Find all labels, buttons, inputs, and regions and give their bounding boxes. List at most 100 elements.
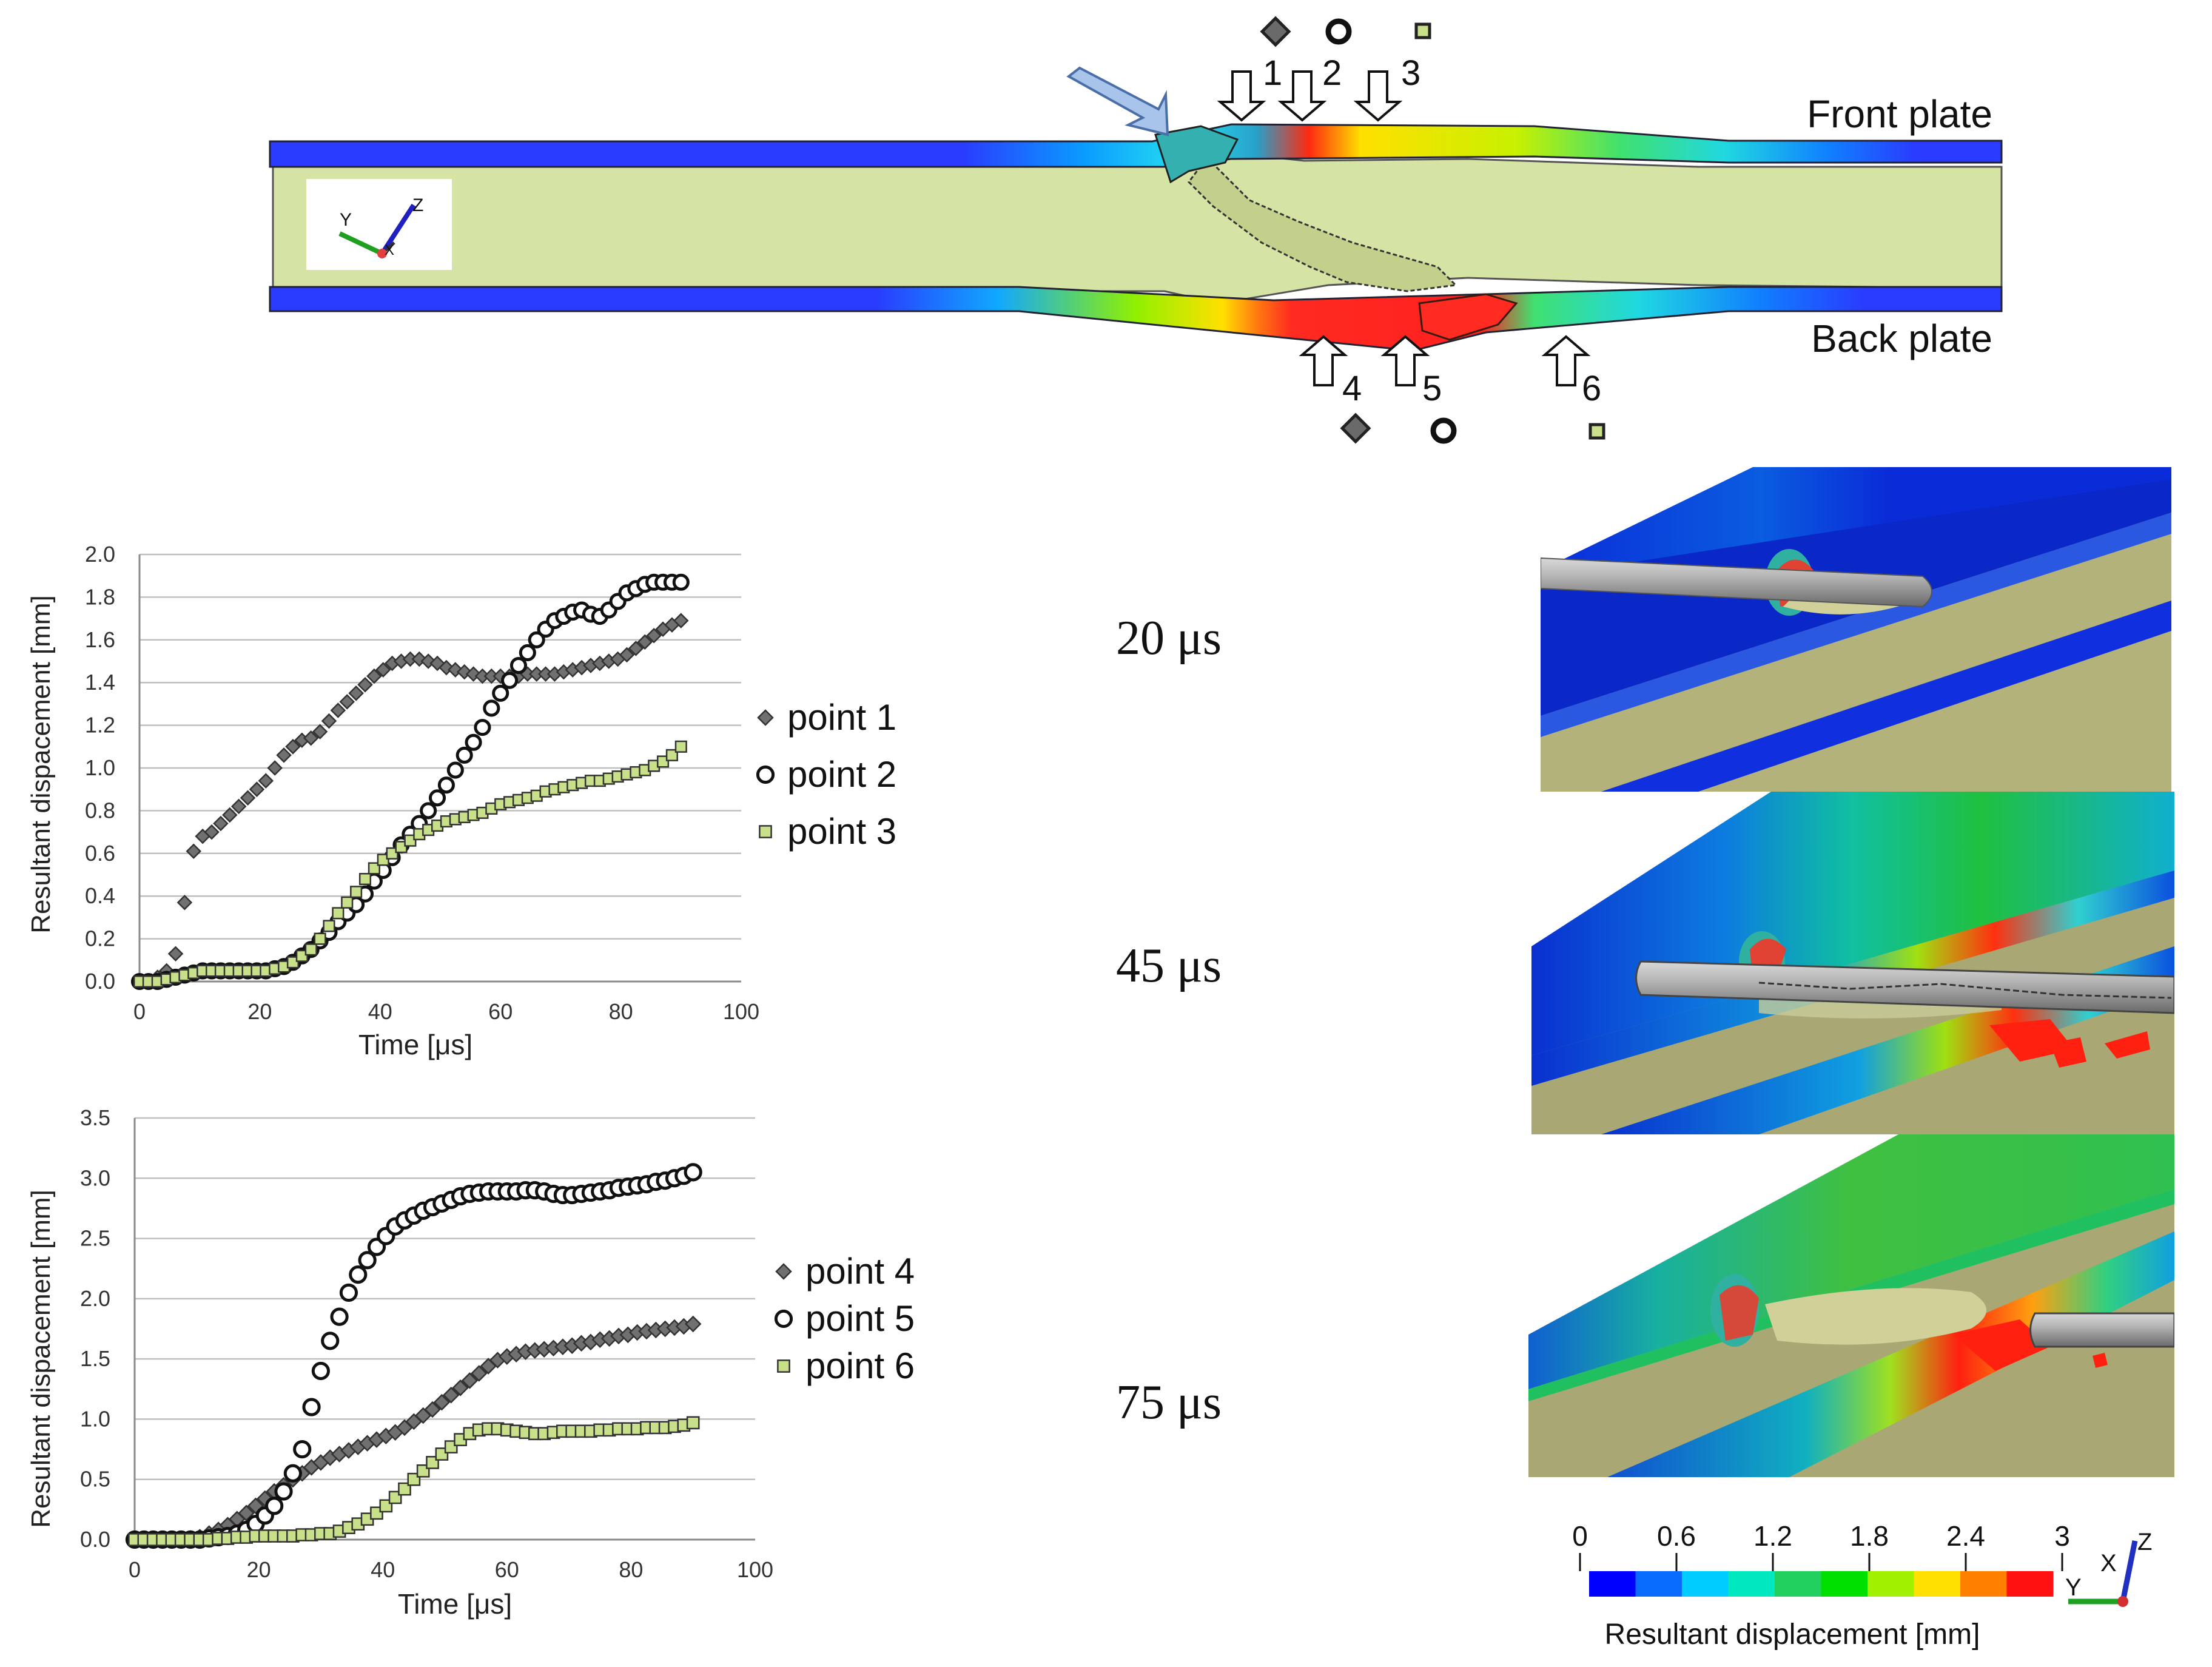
data-point: [509, 656, 528, 675]
data-point: [528, 631, 545, 648]
data-point: [222, 807, 238, 823]
y-tick-label: 1.2: [85, 713, 115, 738]
projectile-rod-75us: [2029, 1312, 2174, 1348]
chart-front-points: 0.0 0.2 0.4 0.6 0.8 1.0 1.2 1.4 1.6 1.8 2.0 0 20 40 60…: [26, 542, 896, 1060]
legend-label: point 5: [805, 1298, 915, 1339]
y-tick-label: 1.4: [85, 670, 115, 695]
point-number-6: 6: [1582, 369, 1601, 408]
legend-marker-icon: [756, 765, 775, 784]
y-tick-label: 0.8: [85, 798, 115, 823]
data-point: [428, 789, 446, 807]
data-point: [257, 1490, 274, 1507]
data-point: [474, 719, 491, 736]
y-tick-label: 0.2: [85, 926, 115, 951]
data-point: [637, 634, 653, 650]
triad-z-label-bottom: Z: [2137, 1529, 2152, 1555]
legend-label: point 3: [787, 811, 896, 852]
point-number-1: 1: [1263, 53, 1282, 93]
data-point: [519, 644, 536, 661]
data-point: [240, 790, 256, 806]
data-point: [386, 847, 398, 860]
colorbar-swatch: [1960, 1571, 2007, 1597]
front-point-arrows: [1217, 70, 1403, 122]
data-point: [357, 676, 373, 693]
point-6-arrow-icon: [1541, 335, 1591, 386]
colorbar-tick-label: 0: [1572, 1520, 1588, 1552]
data-point: [501, 672, 519, 689]
front-plate: [269, 123, 2003, 168]
colorbar-swatch: [1682, 1571, 1729, 1597]
triad-y-label-bottom: Y: [2065, 1574, 2082, 1601]
data-point: [456, 746, 473, 764]
colorbar-swatch: [1821, 1571, 1868, 1597]
legend-marker-icon: [775, 1263, 792, 1280]
point-number-3: 3: [1401, 53, 1420, 93]
data-point: [267, 760, 283, 776]
point-5-circle-icon: [1430, 417, 1457, 444]
projectile-rod-20us: [1541, 557, 1932, 608]
data-point: [656, 755, 670, 768]
data-point: [442, 1386, 460, 1404]
legend-marker-icon: [774, 1309, 793, 1329]
colorbar-swatch: [1728, 1571, 1775, 1597]
point-6-square-icon: [1588, 423, 1605, 440]
time-label-45us: 45 μs: [1116, 939, 1222, 992]
colorbar-tick-label: 2.4: [1946, 1520, 1985, 1552]
data-point: [672, 573, 690, 591]
projectile-rod-45us: [1635, 960, 2174, 1014]
data-point: [311, 1361, 331, 1381]
y-tick-label: 1.5: [80, 1346, 110, 1371]
colorbar-swatch: [1775, 1571, 1821, 1597]
y-tick-label: 2.5: [80, 1226, 110, 1251]
data-point: [176, 894, 193, 911]
impact-direction-arrow-icon: [1066, 66, 1169, 136]
data-point: [330, 1307, 349, 1326]
data-point: [377, 854, 389, 866]
top-point-markers: [1260, 16, 1431, 47]
data-point: [619, 647, 635, 663]
data-point: [646, 627, 662, 644]
data-point: [470, 1365, 488, 1382]
data-point: [358, 1251, 377, 1270]
time-label-75us: 75 μs: [1116, 1376, 1222, 1429]
time-label-20us: 20 μs: [1116, 611, 1222, 665]
legend-label: point 4: [805, 1251, 915, 1292]
data-point: [446, 761, 464, 779]
data-point: [339, 694, 355, 710]
colorbar-tick-label: 0.6: [1657, 1520, 1696, 1552]
legend-marker-icon: [777, 1359, 790, 1373]
data-point: [304, 943, 317, 956]
colorbar-swatch: [1867, 1571, 1914, 1597]
x-tick-label: 20: [247, 1557, 271, 1582]
data-point: [348, 685, 364, 701]
y-tick-label: 0.5: [80, 1467, 110, 1492]
front-plate-label: Front plate: [1807, 92, 1992, 136]
x-tick-label: 40: [368, 999, 392, 1024]
data-point: [366, 668, 382, 684]
data-point: [684, 1163, 702, 1182]
snapshot-75us: [1528, 1134, 2174, 1477]
data-point: [314, 932, 326, 945]
point-2-arrow-icon: [1277, 70, 1327, 122]
x-tick-label: 0: [133, 999, 146, 1024]
data-point: [398, 1482, 411, 1496]
point-4-diamond-icon: [1340, 413, 1371, 444]
point-number-2: 2: [1322, 53, 1342, 93]
data-point: [330, 702, 346, 718]
colorbar-swatch: [1589, 1571, 1636, 1597]
data-point: [492, 684, 509, 702]
x-tick-label: 60: [488, 999, 513, 1024]
point-1-diamond-icon: [1260, 16, 1291, 47]
data-point: [186, 843, 202, 860]
y-tick-label: 0.0: [80, 1527, 110, 1552]
data-point: [437, 776, 455, 794]
orientation-triad-bottom: Z X Y: [2065, 1529, 2152, 1607]
data-point: [628, 641, 644, 656]
data-point: [204, 824, 220, 840]
triad-y-label: Y: [340, 210, 352, 230]
core-layer: [272, 150, 2003, 305]
data-point: [404, 834, 417, 847]
y-tick-label: 2.0: [85, 542, 115, 567]
data-point: [332, 907, 345, 920]
data-point: [420, 802, 437, 820]
